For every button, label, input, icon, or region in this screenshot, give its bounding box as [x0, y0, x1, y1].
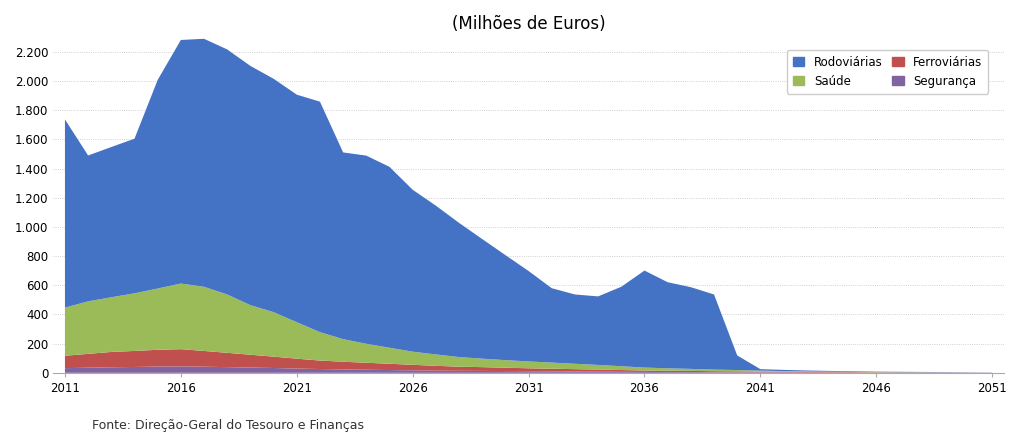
Text: Fonte: Direção-Geral do Tesouro e Finanças: Fonte: Direção-Geral do Tesouro e Finanç…: [92, 419, 365, 432]
Title: (Milhões de Euros): (Milhões de Euros): [452, 15, 605, 33]
Legend: Rodoviárias, Saúde, Ferroviárias, Segurança: Rodoviárias, Saúde, Ferroviárias, Segura…: [786, 50, 988, 94]
